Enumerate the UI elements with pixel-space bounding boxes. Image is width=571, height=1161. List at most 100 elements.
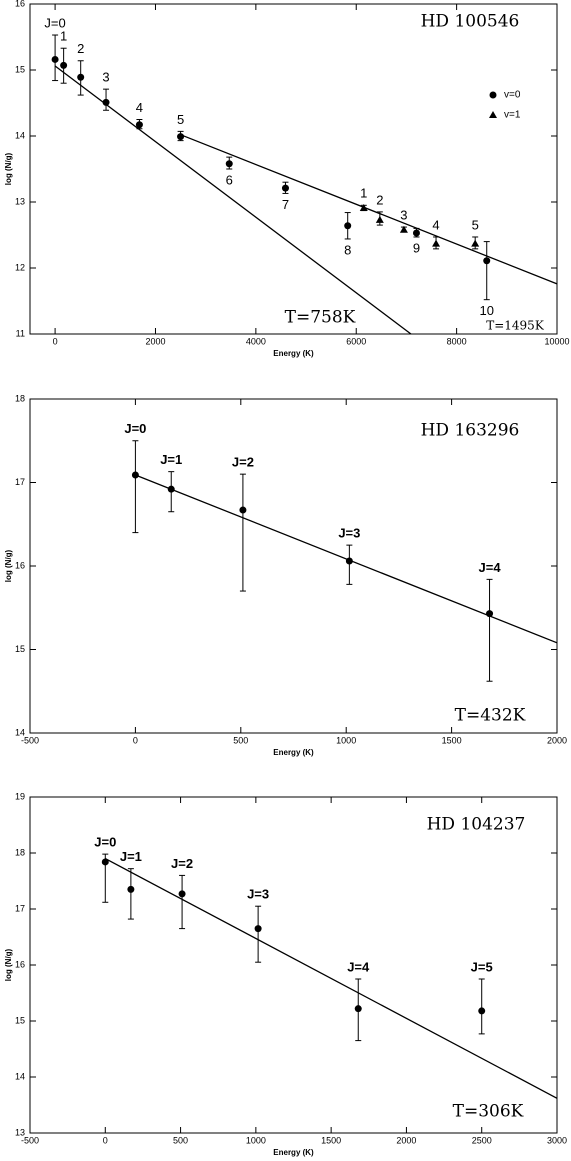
x-tick-label: 1000: [246, 1135, 266, 1145]
point: [225, 160, 233, 168]
point-label: J=4: [479, 560, 502, 575]
point: [178, 890, 186, 898]
point-label: J=3: [338, 526, 360, 541]
point: [359, 203, 368, 211]
point: [375, 215, 384, 223]
point: [167, 485, 175, 493]
y-tick-label: 12: [15, 262, 25, 272]
point-label: J=0: [124, 421, 146, 436]
fit-label: T=432K: [455, 706, 526, 726]
y-tick-label: 18: [15, 847, 25, 857]
point-label: 10: [479, 303, 493, 318]
point-label: 2: [376, 192, 383, 207]
x-tick-label: 500: [173, 1135, 188, 1145]
plot-frame: [29, 3, 558, 335]
x-tick-label: 1500: [442, 735, 462, 745]
x-tick-label: 2000: [547, 735, 567, 745]
y-tick-label: 17: [15, 903, 25, 913]
y-tick-label: 15: [15, 64, 25, 74]
point: [354, 1005, 362, 1013]
point: [239, 506, 247, 514]
point: [486, 610, 494, 618]
y-tick-label: 15: [15, 644, 25, 654]
x-tick-label: 0: [103, 1135, 108, 1145]
point: [127, 885, 135, 893]
x-tick-label: 2500: [472, 1135, 492, 1145]
point-label: 4: [136, 100, 143, 115]
y-tick-label: 17: [15, 477, 25, 487]
y-tick-label: 11: [16, 328, 25, 338]
point: [254, 925, 262, 933]
y-tick-label: 18: [15, 393, 25, 403]
point-label: J=1: [160, 452, 182, 467]
x-tick-label: 6000: [346, 336, 366, 346]
y-tick-label: 19: [15, 791, 25, 801]
x-axis-label: Energy (K): [273, 748, 314, 757]
point: [412, 229, 420, 237]
point-label: J=0: [94, 835, 116, 850]
point-label: 9: [413, 240, 420, 255]
point-label: J=1: [120, 849, 142, 864]
point: [344, 222, 352, 230]
point: [60, 61, 68, 69]
fit-line: [104, 858, 558, 1099]
point-label: J=5: [471, 959, 493, 974]
y-tick-label: 16: [15, 959, 25, 969]
point: [177, 133, 185, 141]
point-label: 1: [60, 29, 67, 44]
x-tick-label: 8000: [447, 336, 467, 346]
legend-label: v=0: [504, 90, 521, 101]
x-axis-label: Energy (K): [273, 349, 314, 358]
fit-label: T=306K: [453, 1102, 524, 1122]
y-tick-label: 13: [15, 196, 25, 206]
x-tick-label: -500: [21, 1135, 39, 1145]
point: [478, 1007, 486, 1015]
point: [399, 225, 408, 233]
point-label: 7: [282, 197, 289, 212]
point: [471, 239, 480, 247]
fit-label: T=758K: [285, 308, 356, 328]
x-tick-label: 3000: [547, 1135, 567, 1145]
fit-line: [180, 134, 558, 285]
y-tick-label: 15: [15, 1015, 25, 1025]
point: [432, 239, 441, 247]
legend-marker: [489, 111, 497, 118]
point: [483, 257, 491, 265]
x-tick-label: 2000: [396, 1135, 416, 1145]
point-label: 8: [344, 242, 351, 257]
legend-label: v=1: [504, 110, 521, 121]
y-tick-label: 13: [15, 1127, 25, 1137]
point-label: 5: [472, 217, 479, 232]
point-label: 1: [360, 186, 367, 201]
y-axis-label: log (N/g): [4, 152, 13, 185]
point: [345, 557, 353, 565]
point-label: J=2: [232, 455, 254, 470]
point-label: 2: [77, 41, 84, 56]
point-label: 3: [102, 70, 109, 85]
x-tick-label: 1500: [321, 1135, 341, 1145]
x-tick-label: -500: [21, 735, 39, 745]
x-axis-label: Energy (K): [273, 1148, 314, 1157]
point: [135, 121, 143, 129]
fit-label: T=1495K: [486, 319, 545, 333]
point-label: J=4: [347, 959, 370, 974]
y-tick-label: 14: [15, 130, 25, 140]
point-label: J=3: [247, 887, 269, 902]
point: [281, 184, 289, 192]
x-tick-label: 2000: [145, 336, 165, 346]
point-label: J=2: [171, 856, 193, 871]
point: [102, 98, 110, 106]
x-tick-label: 0: [133, 735, 138, 745]
point-label: 4: [432, 217, 439, 232]
x-tick-label: 10000: [544, 336, 569, 346]
y-tick-label: 16: [15, 0, 25, 8]
point-label: 6: [226, 172, 233, 187]
x-tick-label: 500: [233, 735, 248, 745]
x-tick-label: 1000: [336, 735, 356, 745]
point-label: 5: [177, 112, 184, 127]
point: [101, 858, 109, 866]
y-tick-label: 14: [15, 1071, 25, 1081]
point: [77, 73, 85, 81]
legend-marker: [489, 91, 497, 99]
